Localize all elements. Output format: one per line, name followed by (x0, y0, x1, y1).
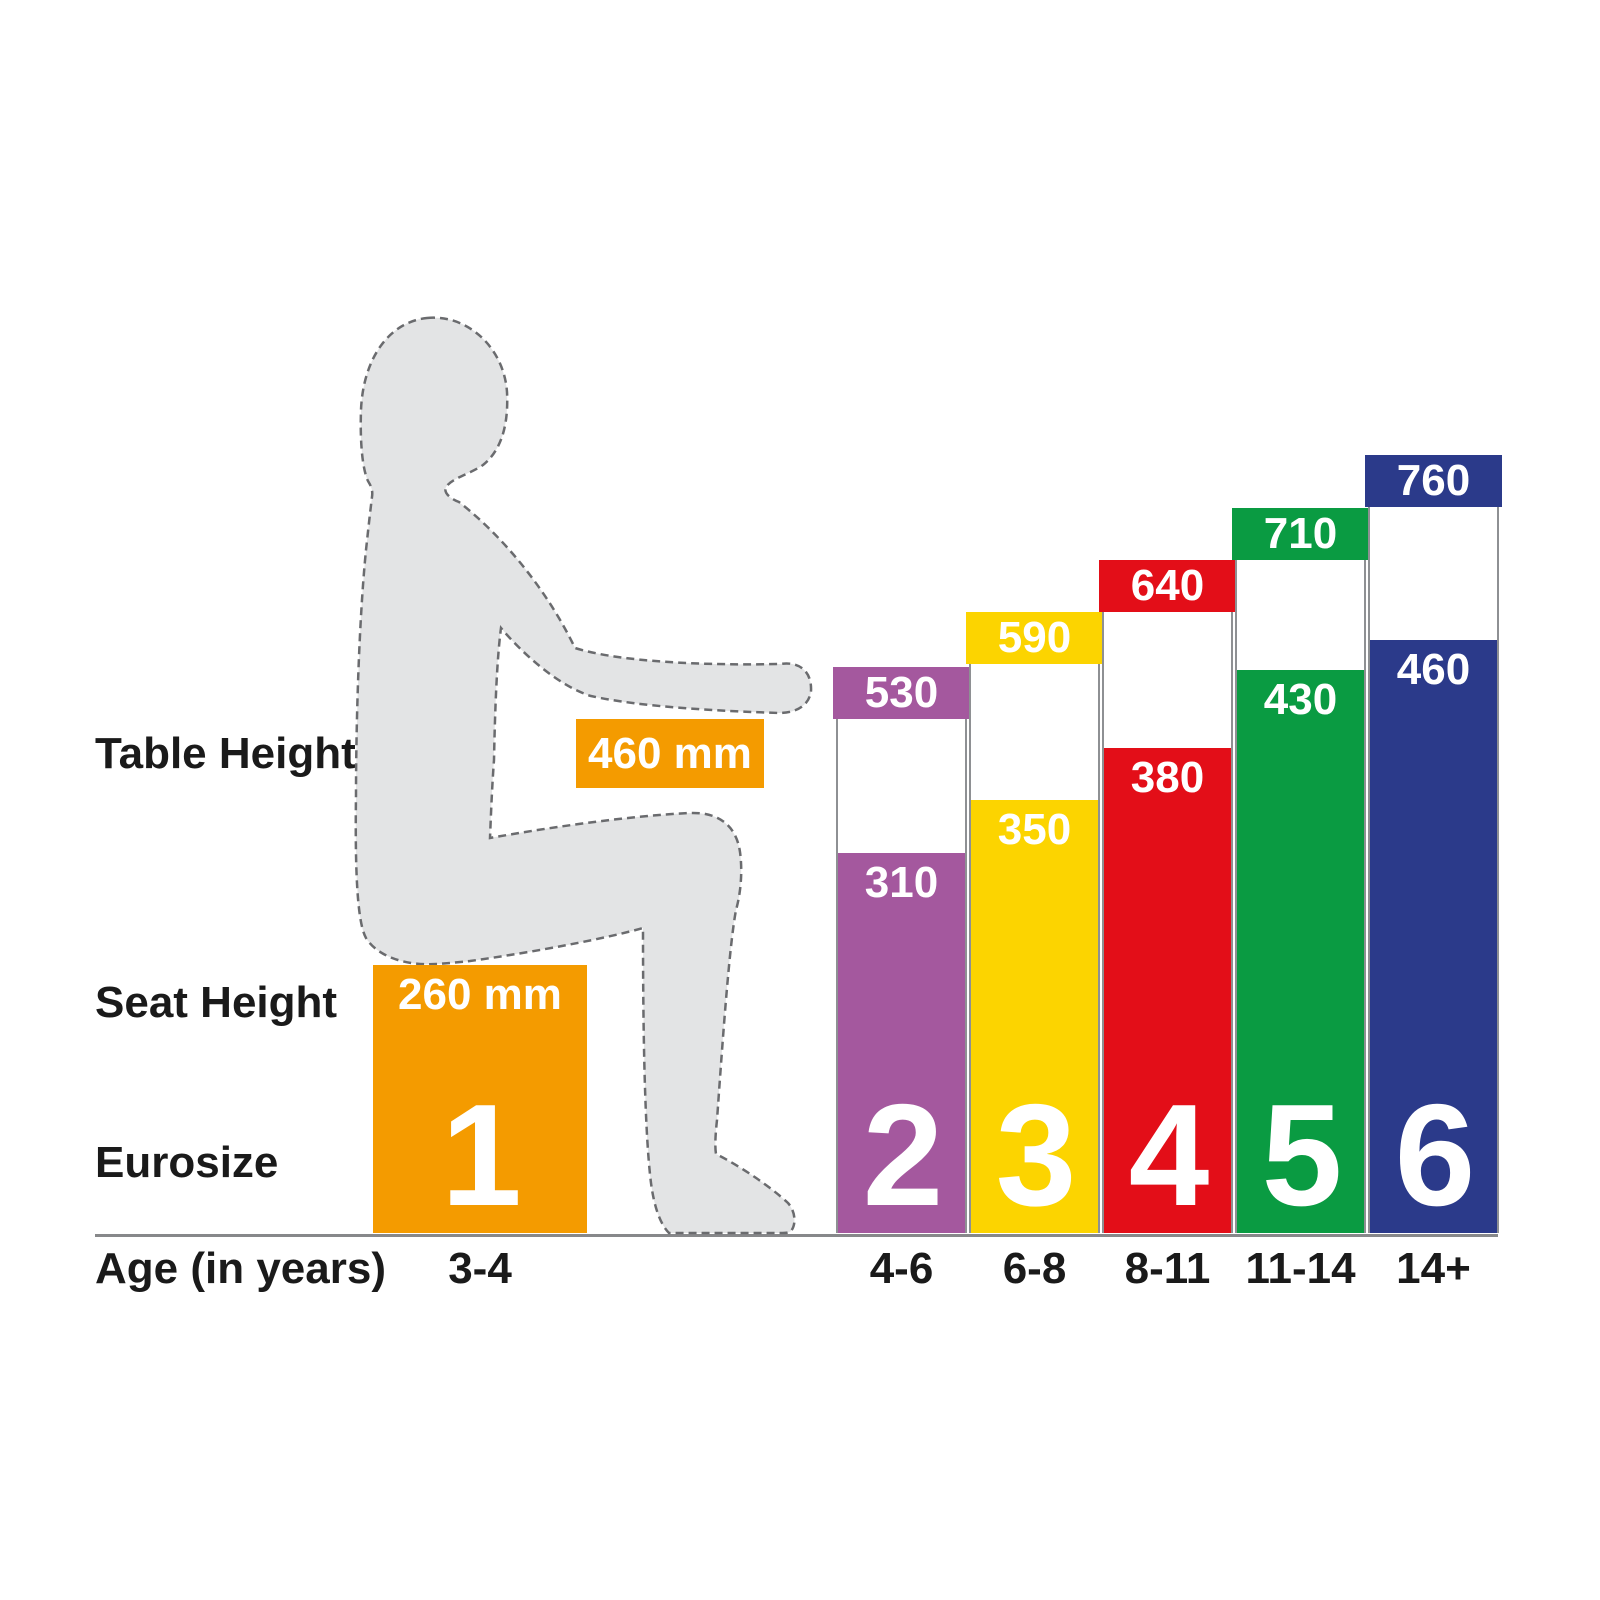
label-age-years: Age (in years) (95, 1244, 386, 1293)
table-height-value: 760 (1396, 456, 1471, 505)
size1-table-height-tag: 460 mm (576, 719, 764, 788)
size1-table-height-value: 460 mm (588, 728, 752, 778)
size1-age-label: 3-4 (448, 1244, 512, 1293)
table-height-band: 640 (1099, 560, 1236, 612)
size1-seat-height-value: 260 mm (398, 970, 562, 1019)
table-height-value: 530 (864, 668, 939, 717)
table-height-band: 710 (1232, 508, 1369, 560)
seat-height-segment: 350 3 (969, 800, 1100, 1233)
size-column-3: 590 350 3 6-8 (966, 612, 1103, 1293)
seat-height-segment: 430 5 (1235, 670, 1366, 1233)
age-label: 11-14 (1245, 1244, 1356, 1293)
table-height-band: 590 (966, 612, 1103, 664)
size-column-2: 530 310 2 4-6 (833, 667, 970, 1293)
table-height-band: 530 (833, 667, 970, 719)
size-column-4: 640 380 4 8-11 (1099, 560, 1236, 1293)
table-height-band: 760 (1365, 455, 1502, 507)
age-label: 4-6 (869, 1244, 934, 1293)
seat-height-segment: 380 4 (1102, 748, 1233, 1233)
size-column-5: 710 430 5 11-14 (1232, 508, 1369, 1293)
age-label: 8-11 (1124, 1244, 1211, 1293)
size1-seat-block: 260 mm 1 3-4 (373, 965, 587, 1293)
seat-height-value: 460 (1396, 645, 1471, 694)
baseline-axis (95, 1234, 1498, 1237)
eurosize-number: 2 (862, 1074, 944, 1236)
seat-height-segment: 460 6 (1368, 640, 1499, 1233)
table-height-value: 590 (997, 613, 1072, 662)
eurosize-number: 4 (1128, 1074, 1210, 1236)
size-column-6: 760 460 6 14+ (1365, 455, 1502, 1293)
age-label: 14+ (1396, 1244, 1471, 1293)
label-eurosize: Eurosize (95, 1138, 279, 1187)
eurosize-number: 3 (995, 1074, 1077, 1236)
eurosize-number: 5 (1261, 1074, 1343, 1236)
label-seat-height: Seat Height (95, 978, 338, 1027)
age-label: 6-8 (1002, 1244, 1067, 1293)
seat-height-value: 310 (864, 858, 939, 907)
size1-eurosize-number: 1 (441, 1074, 522, 1236)
eurosize-number: 6 (1394, 1074, 1476, 1236)
label-table-height: Table Height (95, 729, 356, 778)
seat-height-value: 380 (1130, 753, 1205, 802)
table-height-value: 710 (1263, 509, 1338, 558)
seat-height-segment: 310 2 (836, 853, 967, 1233)
seat-height-value: 430 (1263, 675, 1338, 724)
table-height-value: 640 (1130, 561, 1205, 610)
seat-height-value: 350 (997, 805, 1072, 854)
